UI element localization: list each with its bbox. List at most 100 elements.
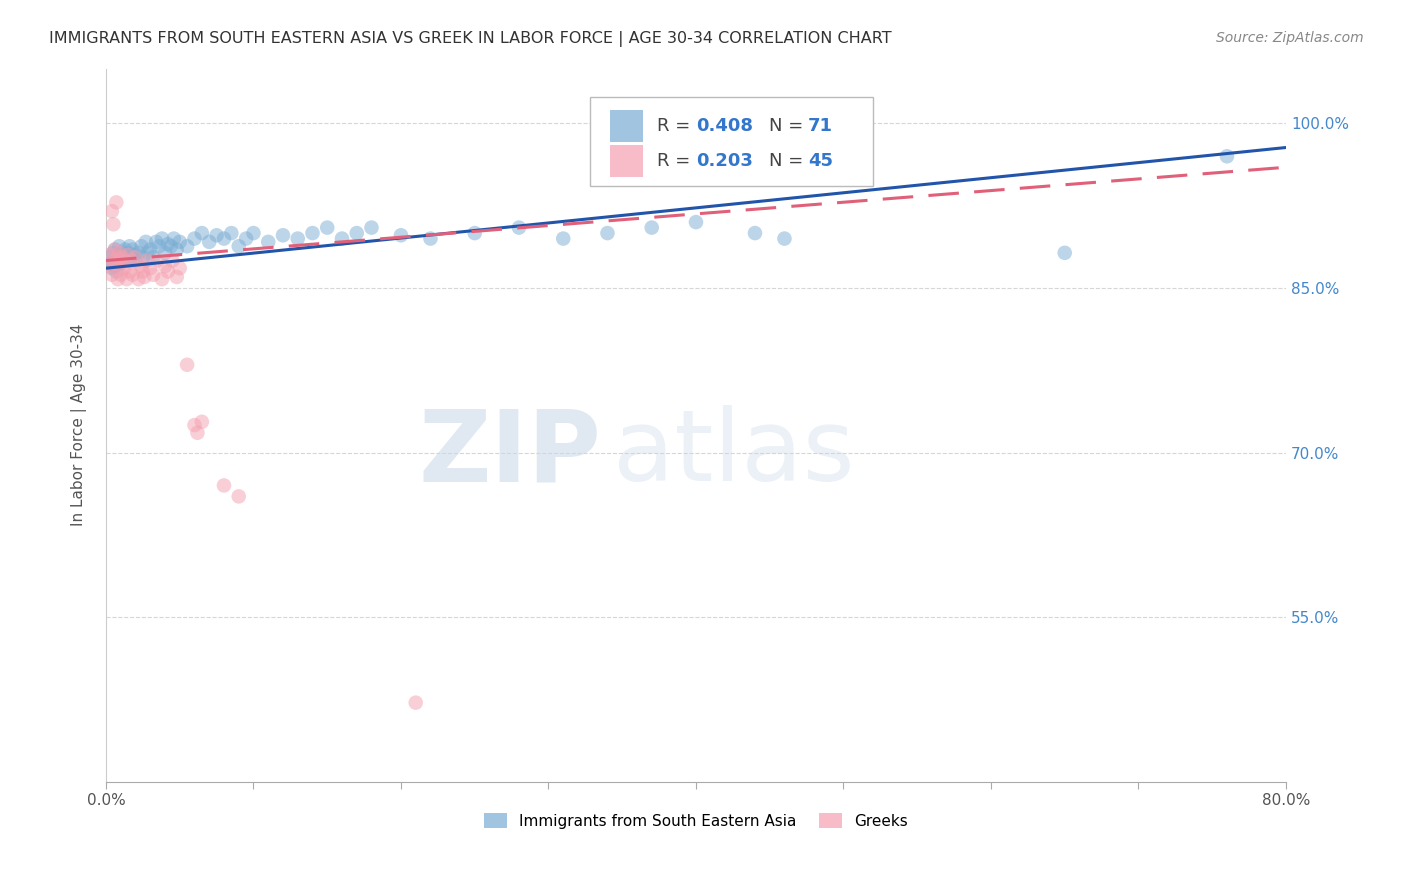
Point [104, 243, 127, 257]
Point [105, 250, 128, 264]
Point [1216, 149, 1239, 163]
Point [112, 261, 135, 276]
Point [183, 231, 205, 245]
Point [198, 235, 221, 249]
Point [389, 228, 412, 243]
Point [127, 272, 149, 286]
Point [235, 231, 257, 245]
Point [419, 231, 441, 245]
Point [127, 245, 149, 260]
Point [110, 253, 132, 268]
Point [114, 243, 136, 257]
Point [287, 231, 309, 245]
Point [107, 272, 129, 286]
Text: 71: 71 [808, 117, 834, 135]
Point [97, 250, 120, 264]
Point [111, 250, 134, 264]
Point [136, 245, 159, 260]
Point [360, 220, 382, 235]
Point [169, 235, 191, 249]
Point [112, 250, 135, 264]
Point [107, 253, 129, 268]
Text: N =: N = [769, 117, 808, 135]
Point [105, 264, 128, 278]
Point [124, 250, 146, 264]
Point [301, 226, 323, 240]
Point [156, 237, 179, 252]
Point [108, 245, 131, 260]
Point [163, 231, 186, 245]
Text: Source: ZipAtlas.com: Source: ZipAtlas.com [1216, 31, 1364, 45]
Point [553, 231, 575, 245]
Point [103, 253, 125, 268]
Point [103, 253, 125, 268]
Point [271, 228, 294, 243]
Point [464, 226, 486, 240]
Point [685, 215, 707, 229]
Point [145, 235, 167, 249]
Text: 0.408: 0.408 [696, 117, 754, 135]
Point [150, 231, 173, 245]
Point [148, 239, 170, 253]
Point [139, 243, 162, 257]
Point [131, 259, 153, 273]
Point [105, 195, 128, 210]
Point [121, 268, 143, 282]
Point [105, 250, 128, 264]
Point [169, 261, 191, 276]
Point [136, 253, 159, 268]
Point [191, 226, 214, 240]
Point [146, 253, 169, 268]
FancyBboxPatch shape [589, 97, 873, 186]
Text: R =: R = [657, 153, 696, 170]
Point [330, 231, 353, 245]
Point [115, 272, 138, 286]
Text: N =: N = [769, 153, 808, 170]
Point [176, 239, 198, 253]
Text: 45: 45 [808, 153, 834, 170]
Point [103, 245, 125, 260]
Point [131, 239, 153, 253]
Point [134, 270, 156, 285]
Point [257, 235, 280, 249]
Point [108, 257, 131, 271]
Point [101, 261, 124, 276]
FancyBboxPatch shape [610, 110, 643, 142]
Point [228, 490, 250, 504]
Text: IMMIGRANTS FROM SOUTH EASTERN ASIA VS GREEK IN LABOR FORCE | AGE 30-34 CORRELATI: IMMIGRANTS FROM SOUTH EASTERN ASIA VS GR… [49, 31, 891, 47]
Point [104, 259, 127, 273]
Point [122, 248, 145, 262]
Point [212, 478, 235, 492]
Point [110, 253, 132, 268]
Point [153, 259, 176, 273]
Point [150, 272, 173, 286]
Point [103, 217, 125, 231]
Point [110, 268, 132, 282]
Text: ZIP: ZIP [419, 405, 602, 502]
Point [107, 257, 129, 271]
Point [118, 239, 141, 253]
Point [228, 239, 250, 253]
Point [104, 243, 127, 257]
Point [101, 268, 124, 282]
Point [142, 268, 165, 282]
Point [508, 220, 530, 235]
Y-axis label: In Labor Force | Age 30-34: In Labor Force | Age 30-34 [72, 324, 87, 526]
Point [117, 248, 139, 262]
Point [132, 264, 155, 278]
Point [212, 231, 235, 245]
Point [186, 425, 208, 440]
Point [117, 245, 139, 260]
Point [104, 257, 127, 271]
Point [110, 248, 132, 262]
Point [1053, 245, 1076, 260]
Point [118, 264, 141, 278]
Point [142, 250, 165, 264]
Point [205, 228, 228, 243]
Point [111, 245, 134, 260]
Point [100, 257, 122, 271]
Point [121, 243, 143, 257]
Point [97, 248, 120, 262]
Point [176, 358, 198, 372]
Point [221, 226, 243, 240]
